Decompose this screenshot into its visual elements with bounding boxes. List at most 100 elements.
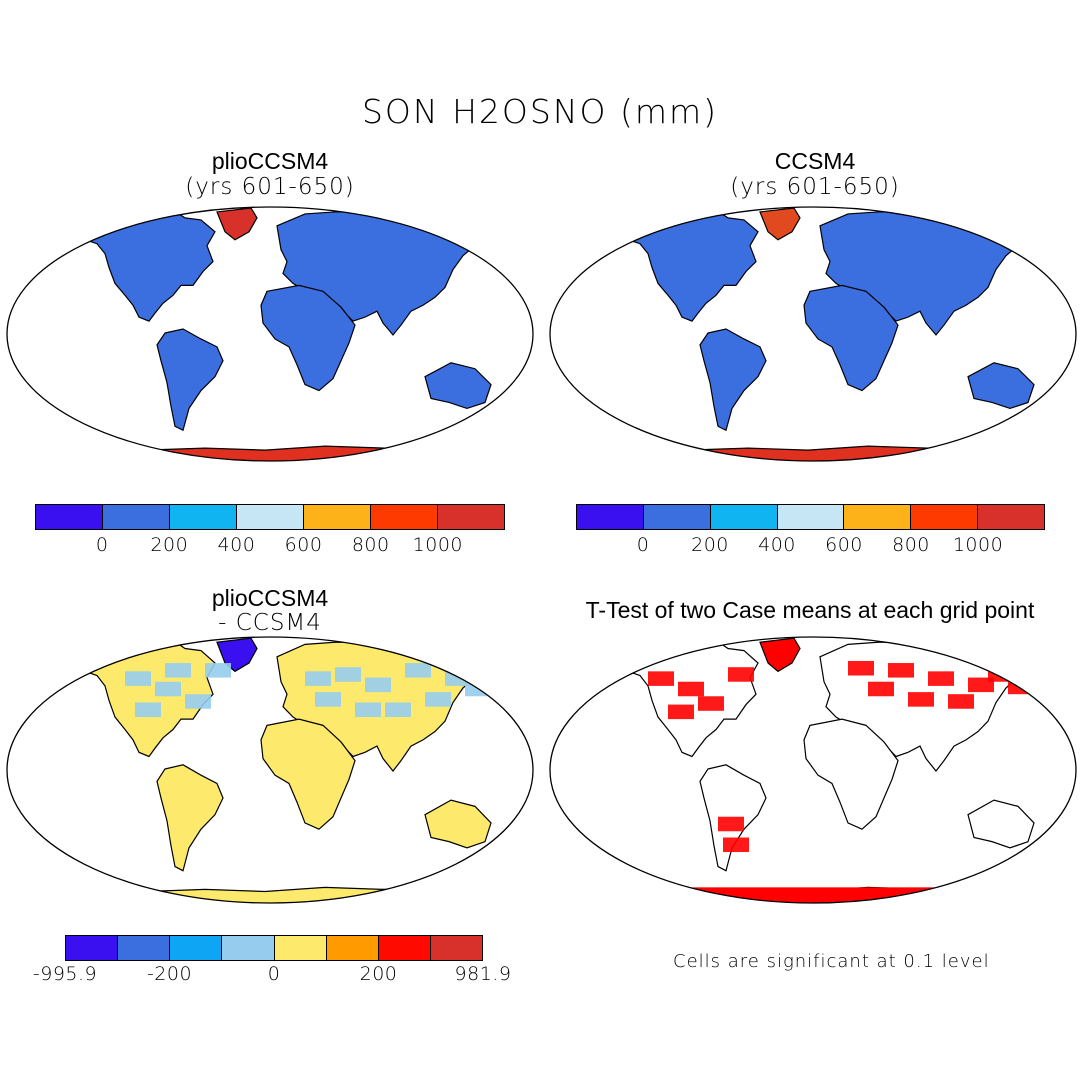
grid-cell-patch — [668, 704, 694, 720]
panel-subtitle-ccsm4: (yrs 601-650) — [730, 174, 900, 200]
continent-north-america — [616, 639, 759, 758]
grid-cell-patch — [718, 816, 744, 832]
colorbar-tick-label: 800 — [892, 534, 930, 556]
continent-north-america — [73, 209, 216, 322]
map-border — [6, 636, 534, 904]
continent-australia — [967, 362, 1035, 410]
map-content — [616, 207, 1035, 461]
map-panel-ccsm4 — [549, 206, 1077, 462]
colorbar-swatch — [430, 936, 482, 960]
grid-cell-patch — [365, 677, 391, 693]
continent-australia — [424, 362, 492, 410]
map-panel-diff — [6, 636, 534, 904]
significance-note: Cells are significant at 0.1 level — [673, 951, 990, 972]
colorbar-diff — [65, 935, 483, 961]
panel-title-ccsm4: CCSM4 — [774, 148, 856, 174]
colorbar-tick-label: 1000 — [952, 534, 1004, 556]
grid-cell-patch — [698, 696, 724, 711]
colorbar-tick-label: -995.9 — [32, 963, 98, 985]
colorbar-tick-label: 200 — [691, 534, 729, 556]
grid-cell-patch — [908, 692, 934, 707]
colorbar-swatch — [777, 505, 845, 529]
colorbar-tick-label: 0 — [267, 963, 281, 985]
grid-cell-patch — [868, 681, 894, 697]
map-border — [549, 636, 1077, 904]
map-content — [73, 207, 492, 461]
map-content — [616, 637, 1035, 903]
colorbar-swatch — [438, 505, 504, 529]
colorbar-swatch — [103, 505, 170, 529]
continent-africa — [260, 718, 356, 830]
continent-australia — [967, 799, 1035, 849]
colorbar-tick-label: -200 — [146, 963, 193, 985]
colorbar-tick-label: 0 — [636, 534, 650, 556]
continent-north-america — [616, 209, 759, 322]
map-content — [73, 637, 492, 903]
colorbar-tick-label: 981.9 — [454, 963, 512, 985]
colorbar-tick-label: 200 — [359, 963, 398, 985]
grid-cell-patch — [888, 663, 914, 678]
continent-australia — [424, 799, 492, 849]
continent-africa — [803, 284, 899, 392]
colorbar-swatch — [170, 936, 223, 960]
grid-cell-patch — [205, 663, 231, 678]
colorbar-swatch — [222, 936, 275, 960]
continent-greenland — [759, 637, 801, 673]
map-panel-ttest — [549, 636, 1077, 904]
colorbar-swatch — [844, 505, 912, 529]
grid-cell-patch — [385, 702, 411, 718]
panel-title-diff: plioCCSM4 — [211, 585, 329, 611]
colorbar-tick-label: 0 — [95, 534, 109, 556]
colorbar-swatch — [643, 505, 711, 529]
grid-cell-patch — [988, 667, 1014, 682]
colorbar-tick-label: 200 — [150, 534, 189, 556]
grid-cell-patch — [355, 702, 381, 718]
grid-cell-patch — [305, 671, 331, 686]
panel-title-ttest: T-Test of two Case means at each grid po… — [585, 597, 1035, 623]
colorbar-tick-label: 1000 — [412, 534, 464, 556]
grid-cell-patch — [1008, 679, 1034, 695]
continent-south-america — [699, 328, 767, 432]
colorbar-tick-label: 600 — [284, 534, 323, 556]
grid-cell-patch — [723, 837, 749, 853]
colorbar-tick-label: 800 — [351, 534, 390, 556]
colorbar-swatch — [978, 505, 1045, 529]
panel-subtitle-diff: - CCSM4 — [218, 610, 322, 636]
colorbar-swatch — [326, 936, 379, 960]
colorbar-swatch — [237, 505, 304, 529]
continent-south-america — [156, 764, 224, 872]
grid-cell-patch — [315, 692, 341, 707]
continent-greenland — [759, 207, 801, 241]
colorbar-swatch — [710, 505, 778, 529]
colorbar-swatch — [118, 936, 171, 960]
grid-cell-patch — [928, 671, 954, 686]
colorbar-swatch — [274, 936, 327, 960]
grid-cell-patch — [678, 681, 704, 697]
grid-cell-patch — [648, 671, 674, 686]
panel-subtitle-plio: (yrs 601-650) — [185, 174, 355, 200]
map-border — [6, 206, 534, 462]
continent-greenland — [216, 207, 258, 241]
grid-cell-patch — [135, 702, 161, 718]
grid-cell-patch — [948, 694, 974, 709]
figure-title: SON H2OSNO (mm) — [361, 92, 719, 131]
colorbar-ccsm4 — [576, 504, 1045, 530]
grid-cell-patch — [405, 663, 431, 678]
grid-cell-patch — [728, 667, 754, 682]
continent-africa — [803, 718, 899, 830]
continent-south-america — [156, 328, 224, 432]
colorbar-tick-label: 600 — [825, 534, 863, 556]
colorbar-swatch — [911, 505, 979, 529]
grid-cell-patch — [165, 663, 191, 678]
colorbar-tick-label: 400 — [758, 534, 796, 556]
grid-cell-patch — [848, 660, 874, 676]
colorbar-swatch — [66, 936, 119, 960]
colorbar-plio — [35, 504, 505, 530]
grid-cell-patch — [335, 667, 361, 682]
colorbar-swatch — [378, 936, 431, 960]
map-panel-plio — [6, 206, 534, 462]
grid-cell-patch — [185, 694, 211, 709]
colorbar-swatch — [371, 505, 438, 529]
colorbar-swatch — [304, 505, 371, 529]
continent-africa — [260, 284, 356, 392]
